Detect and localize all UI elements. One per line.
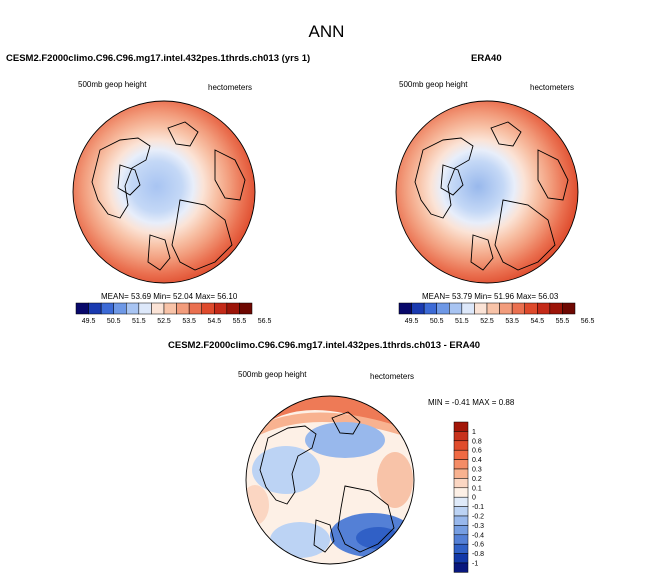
panel-2-stats: MEAN= 53.79 Min= 51.96 Max= 56.03 [422, 292, 559, 301]
colorbar-tick-label: 55.5 [556, 318, 570, 325]
colorbar-swatch [524, 302, 538, 315]
colorbar-swatch [453, 468, 469, 479]
colorbar-swatch [486, 302, 500, 315]
colorbar-swatch [537, 302, 551, 315]
colorbar-tick-label: 50.5 [107, 318, 121, 325]
panel-2-colorbar: 49.5 50.5 51.5 52.5 53.5 54.5 55.5 56.5 [398, 302, 595, 325]
colorbar-swatch [453, 562, 469, 573]
colorbar-swatch [453, 553, 469, 564]
colorbar-swatch [214, 302, 228, 315]
panel-2-variable-label: 500mb geop height [399, 80, 468, 89]
colorbar-swatch [436, 302, 450, 315]
colorbar-tick-label: 0.1 [472, 485, 482, 492]
colorbar-swatch [453, 487, 469, 498]
colorbar-swatch [453, 543, 469, 554]
colorbar-swatch [449, 302, 463, 315]
colorbar-swatch [88, 302, 102, 315]
colorbar-tick-label: -0.8 [472, 551, 484, 558]
colorbar-tick-label: 56.5 [258, 318, 272, 325]
colorbar-swatch [126, 302, 140, 315]
colorbar-swatch [453, 421, 469, 432]
colorbar-tick-label: 49.5 [405, 318, 419, 325]
panel-3-colorbar: 1 0.8 0.6 0.4 0.3 0.2 0.1 0 -0.1 -0.2 -0.3 -0.4 -0.6… [453, 421, 484, 573]
colorbar-swatch [453, 440, 469, 451]
panel-3-variable-label: 500mb geop height [238, 370, 307, 379]
colorbar-tick-label: 56.5 [581, 318, 595, 325]
colorbar-swatch [461, 302, 475, 315]
panel-1-units-label: hectometers [208, 83, 253, 92]
colorbar-swatch [453, 496, 469, 507]
panel-1-stats: MEAN= 53.69 Min= 52.04 Max= 56.10 [101, 292, 238, 301]
panel-3-units-label: hectometers [370, 372, 415, 381]
panel-1-variable-label: 500mb geop height [78, 80, 147, 89]
colorbar-tick-label: 0.4 [472, 457, 482, 464]
colorbar-swatch [226, 302, 240, 315]
colorbar-tick-label: 53.5 [182, 318, 196, 325]
colorbar-tick-label: 0.8 [472, 438, 482, 445]
colorbar-tick-label: 55.5 [233, 318, 247, 325]
colorbar-tick-label: 52.5 [157, 318, 171, 325]
colorbar-swatch [499, 302, 513, 315]
colorbar-swatch [151, 302, 165, 315]
colorbar-swatch [453, 449, 469, 460]
colorbar-swatch [453, 506, 469, 517]
colorbar-swatch [453, 534, 469, 545]
colorbar-tick-label: 0 [472, 495, 476, 502]
colorbar-swatch [453, 459, 469, 470]
main-title: ANN [308, 22, 345, 41]
panel-2-title: ERA40 [471, 53, 502, 64]
colorbar-tick-label: 0.2 [472, 476, 482, 483]
colorbar-swatch [113, 302, 127, 315]
colorbar-tick-label: 49.5 [82, 318, 96, 325]
colorbar-tick-label: -0.6 [472, 542, 484, 549]
colorbar-swatch [453, 478, 469, 489]
panel-3-map [245, 395, 415, 565]
panel-1-title: CESM2.F2000climo.C96.C96.mg17.intel.432p… [6, 53, 311, 64]
colorbar-tick-label: -0.2 [472, 514, 484, 521]
colorbar-swatch [453, 431, 469, 442]
colorbar-swatch [201, 302, 215, 315]
colorbar-tick-label: 53.5 [505, 318, 519, 325]
colorbar-swatch [75, 302, 89, 315]
colorbar-tick-label: 0.6 [472, 448, 482, 455]
colorbar-tick-label: 54.5 [530, 318, 544, 325]
colorbar-tick-label: -1 [472, 561, 478, 568]
colorbar-swatch [511, 302, 525, 315]
colorbar-swatch [239, 302, 253, 315]
colorbar-tick-label: -0.3 [472, 523, 484, 530]
colorbar-swatch [163, 302, 177, 315]
colorbar-swatch [411, 302, 425, 315]
colorbar-tick-label: 51.5 [132, 318, 146, 325]
panel-2-units-label: hectometers [530, 83, 575, 92]
colorbar-swatch [474, 302, 488, 315]
colorbar-swatch [138, 302, 152, 315]
colorbar-swatch [549, 302, 563, 315]
colorbar-swatch [453, 515, 469, 526]
colorbar-tick-label: -0.1 [472, 504, 484, 511]
panel-2-map [395, 100, 579, 284]
colorbar-swatch [188, 302, 202, 315]
colorbar-swatch [100, 302, 114, 315]
colorbar-tick-label: 54.5 [207, 318, 221, 325]
colorbar-swatch [423, 302, 437, 315]
colorbar-swatch [453, 525, 469, 536]
colorbar-swatch [176, 302, 190, 315]
colorbar-tick-label: 52.5 [480, 318, 494, 325]
panel-3-title: CESM2.F2000climo.C96.C96.mg17.intel.432p… [168, 340, 481, 351]
panel-3-stats: MIN = -0.41 MAX = 0.88 [428, 398, 515, 407]
colorbar-tick-label: 51.5 [455, 318, 469, 325]
colorbar-swatch [562, 302, 576, 315]
colorbar-tick-label: 1 [472, 429, 476, 436]
colorbar-swatch [398, 302, 412, 315]
colorbar-tick-label: 50.5 [430, 318, 444, 325]
panel-1-colorbar: 49.5 50.5 51.5 52.5 53.5 54.5 55.5 56.5 [75, 302, 272, 325]
colorbar-tick-label: 0.3 [472, 467, 482, 474]
colorbar-tick-label: -0.4 [472, 532, 484, 539]
panel-1-map [72, 100, 256, 284]
